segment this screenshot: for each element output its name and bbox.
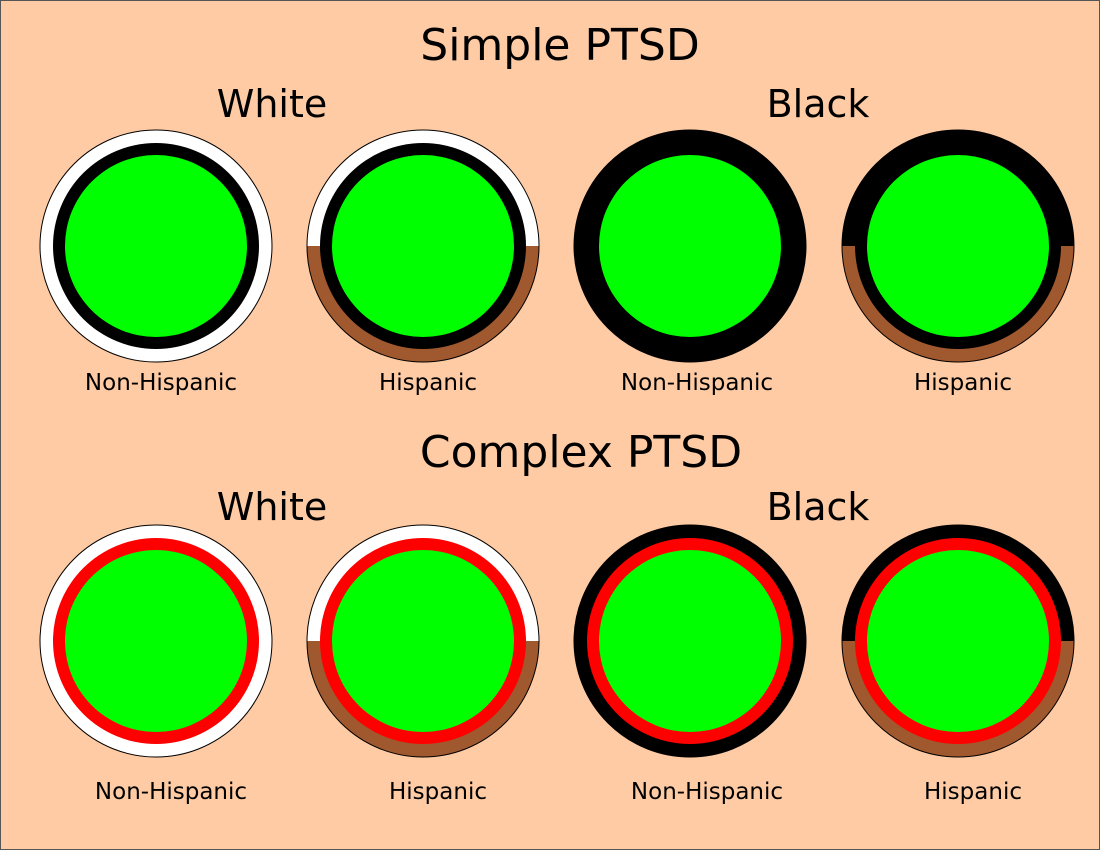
center-disc [599,155,781,337]
item-label: Hispanic [389,779,487,805]
center-disc [599,550,781,732]
outer-ring-outline [306,524,540,758]
center-disc [867,155,1049,337]
item-label: Non-Hispanic [85,370,237,396]
item-label: Non-Hispanic [631,779,783,805]
circle-icon [39,524,273,758]
circle-icon [573,524,807,758]
circle-icon [841,524,1075,758]
center-disc [65,550,247,732]
item-label: Non-Hispanic [95,779,247,805]
group-label-black: Black [767,82,870,126]
panel-title-complex-ptsd: Complex PTSD [420,427,742,478]
center-disc [332,155,514,337]
center-disc [867,550,1049,732]
outer-ring-outline [841,129,1075,363]
center-disc [332,550,514,732]
outer-ring-outline [841,524,1075,758]
center-disc [65,155,247,337]
circle-icon [306,129,540,363]
item-label: Hispanic [914,370,1012,396]
circle-icon [39,129,273,363]
circle-icon [841,129,1075,363]
circle-icon [573,129,807,363]
item-label: Hispanic [379,370,477,396]
group-label-black: Black [767,485,870,529]
circle-icon [306,524,540,758]
item-label: Non-Hispanic [621,370,773,396]
panel-title-simple-ptsd: Simple PTSD [420,20,699,71]
outer-ring-outline [306,129,540,363]
group-label-white: White [217,485,328,529]
item-label: Hispanic [924,779,1022,805]
group-label-white: White [217,82,328,126]
